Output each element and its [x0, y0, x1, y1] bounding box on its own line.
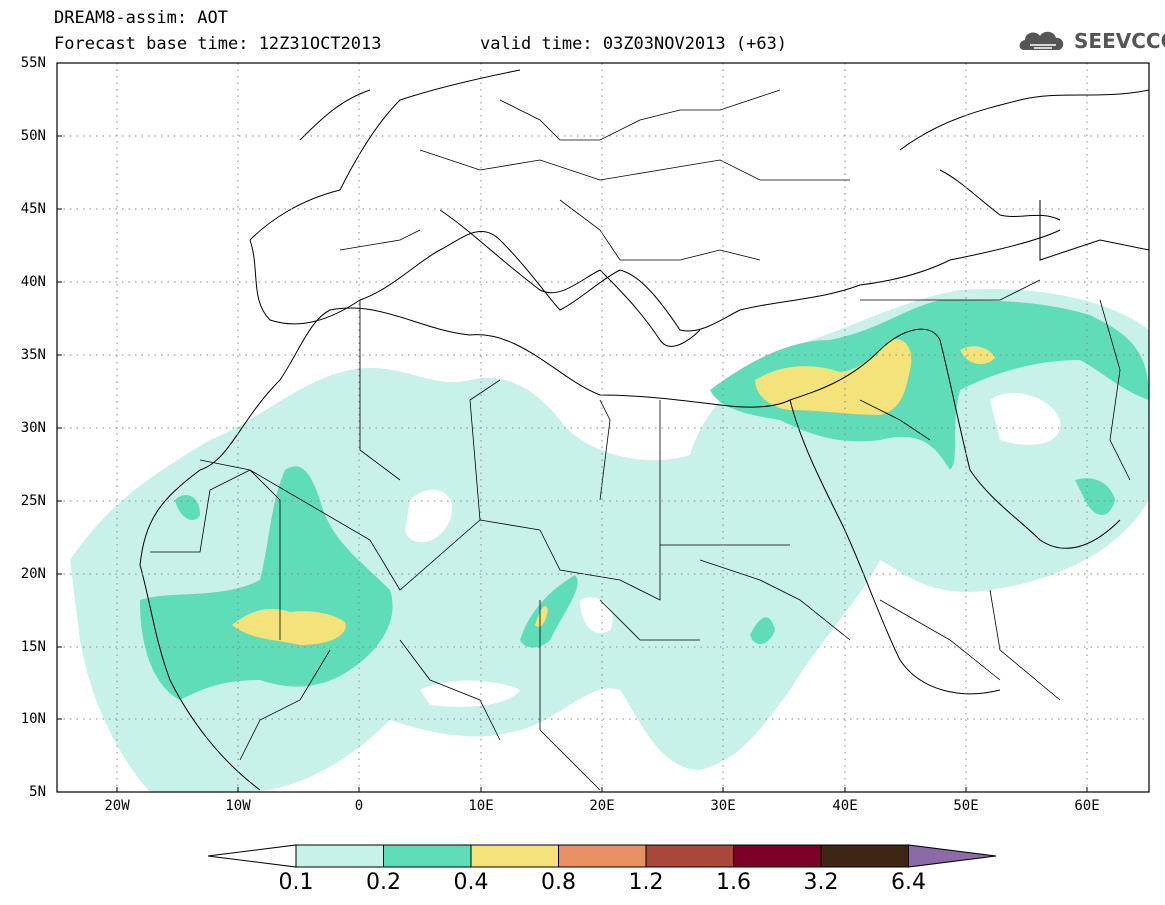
colorbar-label: 6.4	[891, 870, 926, 895]
colorbar-label: 1.6	[716, 870, 751, 895]
aot-shading	[70, 289, 1149, 792]
lon-label: 60E	[1074, 798, 1100, 814]
lon-label: 40E	[832, 798, 858, 814]
axis-ticks	[57, 62, 1088, 792]
logo-text: SEEVCCC	[1074, 29, 1165, 53]
lat-label: 25N	[20, 493, 46, 509]
lon-label: 10E	[468, 798, 494, 814]
country-borders	[150, 89, 1131, 791]
colorbar-label: 0.8	[541, 870, 576, 895]
lon-label: 10W	[225, 798, 251, 814]
colorbar-segment-1	[383, 844, 472, 868]
colorbar-segment-3	[558, 844, 647, 868]
lat-label: 10N	[20, 711, 46, 727]
colorbar-min-arrow	[207, 844, 297, 868]
lon-label: 20E	[589, 798, 615, 814]
colorbar-max-arrow	[908, 844, 997, 868]
seevccc-logo: SEEVCCC	[1016, 24, 1165, 56]
colorbar-label: 0.1	[278, 870, 314, 895]
lat-label: 20N	[20, 566, 46, 582]
colorbar-label: 1.2	[628, 870, 664, 895]
lat-label: 50N	[20, 128, 46, 144]
colorbar-label: 0.2	[366, 870, 401, 895]
map-frame	[56, 62, 1150, 793]
valid-time: valid time: 03Z03NOV2013 (+63)	[480, 34, 788, 54]
lat-label: 40N	[20, 274, 46, 290]
lon-label: 20W	[104, 798, 130, 814]
lon-label: 30E	[710, 798, 736, 814]
colorbar-label: 3.2	[803, 870, 839, 895]
lat-label: 5N	[29, 784, 46, 800]
lon-label: 0	[354, 798, 364, 814]
lat-label: 30N	[20, 420, 46, 436]
colorbar	[207, 844, 997, 868]
lat-label: 45N	[20, 201, 46, 217]
map-title: DREAM8-assim: AOT	[54, 8, 228, 28]
lat-label: 55N	[20, 55, 46, 71]
colorbar-segment-4	[645, 844, 734, 868]
lat-label: 35N	[20, 347, 46, 363]
coastlines	[139, 69, 1149, 791]
colorbar-label: 0.4	[453, 870, 489, 895]
cloud-icon	[1019, 31, 1064, 50]
colorbar-segment-0	[295, 844, 384, 868]
colorbar-segment-5	[733, 844, 822, 868]
colorbar-segment-6	[820, 844, 909, 868]
lat-label: 15N	[20, 639, 46, 655]
forecast-base-time: Forecast base time: 12Z31OCT2013	[54, 34, 382, 54]
colorbar-segment-2	[470, 844, 559, 868]
graticule	[57, 63, 1149, 792]
lon-label: 50E	[953, 798, 979, 814]
